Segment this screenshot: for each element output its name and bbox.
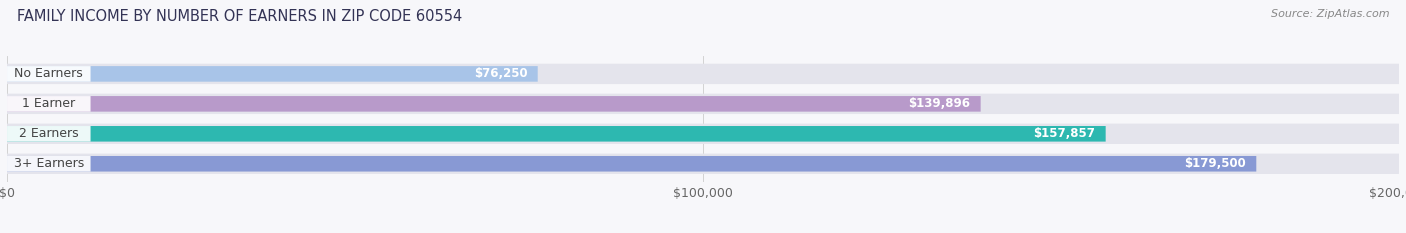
FancyBboxPatch shape bbox=[7, 64, 1399, 84]
Text: $139,896: $139,896 bbox=[908, 97, 970, 110]
Text: Source: ZipAtlas.com: Source: ZipAtlas.com bbox=[1271, 9, 1389, 19]
FancyBboxPatch shape bbox=[7, 126, 1105, 142]
FancyBboxPatch shape bbox=[7, 154, 1399, 174]
Text: No Earners: No Earners bbox=[14, 67, 83, 80]
FancyBboxPatch shape bbox=[7, 96, 90, 112]
Text: $76,250: $76,250 bbox=[474, 67, 527, 80]
FancyBboxPatch shape bbox=[7, 66, 537, 82]
FancyBboxPatch shape bbox=[7, 126, 90, 142]
FancyBboxPatch shape bbox=[7, 156, 1257, 171]
FancyBboxPatch shape bbox=[7, 124, 1399, 144]
FancyBboxPatch shape bbox=[7, 66, 90, 82]
Text: 3+ Earners: 3+ Earners bbox=[14, 157, 84, 170]
Text: $179,500: $179,500 bbox=[1184, 157, 1246, 170]
Text: 1 Earner: 1 Earner bbox=[22, 97, 76, 110]
Text: 2 Earners: 2 Earners bbox=[18, 127, 79, 140]
Text: $157,857: $157,857 bbox=[1033, 127, 1095, 140]
Text: FAMILY INCOME BY NUMBER OF EARNERS IN ZIP CODE 60554: FAMILY INCOME BY NUMBER OF EARNERS IN ZI… bbox=[17, 9, 463, 24]
FancyBboxPatch shape bbox=[7, 96, 980, 112]
FancyBboxPatch shape bbox=[7, 156, 90, 171]
FancyBboxPatch shape bbox=[7, 94, 1399, 114]
